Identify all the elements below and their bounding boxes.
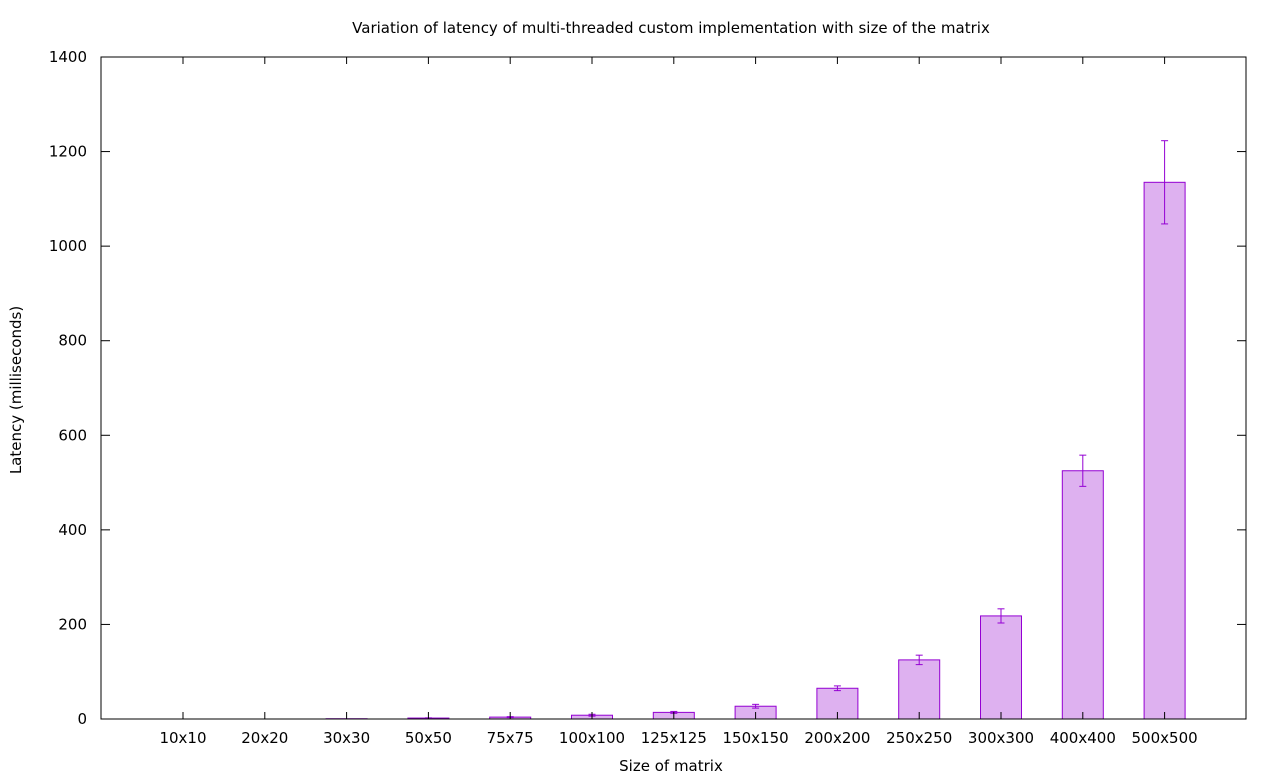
x-tick-label-200x200: 200x200 <box>804 729 870 747</box>
x-tick-label-250x250: 250x250 <box>886 729 952 747</box>
y-tick-label: 1200 <box>49 143 87 161</box>
bar-250x250 <box>898 659 941 720</box>
x-tick-label-125x125: 125x125 <box>641 729 707 747</box>
x-tick-label-300x300: 300x300 <box>968 729 1034 747</box>
bar-300x300 <box>980 615 1022 720</box>
y-tick-label: 1400 <box>49 48 87 66</box>
y-axis-label: Latency (milliseconds) <box>7 306 25 474</box>
chart-title: Variation of latency of multi-threaded c… <box>352 19 990 37</box>
x-tick-label-75x75: 75x75 <box>487 729 534 747</box>
ticks-group: 0 200 400 600 800 1000 1200 1400 10x10 20x20 30x30… <box>49 48 1246 747</box>
x-tick-label-100x100: 100x100 <box>559 729 625 747</box>
y-tick-label: 1000 <box>49 237 87 255</box>
bars-group <box>162 140 1186 720</box>
y-tick-label: 400 <box>58 521 87 539</box>
x-tick-label-150x150: 150x150 <box>723 729 789 747</box>
bar-400x400 <box>1061 470 1104 720</box>
x-axis-label: Size of matrix <box>619 757 723 775</box>
y-tick-label: 800 <box>58 332 87 350</box>
plot-frame <box>100 56 1247 720</box>
x-tick-label-50x50: 50x50 <box>405 729 452 747</box>
x-tick-label-20x20: 20x20 <box>241 729 288 747</box>
y-tick-label: 0 <box>77 710 87 728</box>
x-tick-label-400x400: 400x400 <box>1050 729 1116 747</box>
y-tick-label: 200 <box>58 615 87 633</box>
bar-500x500 <box>1143 181 1186 720</box>
x-tick-label-500x500: 500x500 <box>1132 729 1198 747</box>
y-tick-label: 600 <box>58 426 87 444</box>
x-tick-label-10x10: 10x10 <box>159 729 206 747</box>
x-tick-label-30x30: 30x30 <box>323 729 370 747</box>
